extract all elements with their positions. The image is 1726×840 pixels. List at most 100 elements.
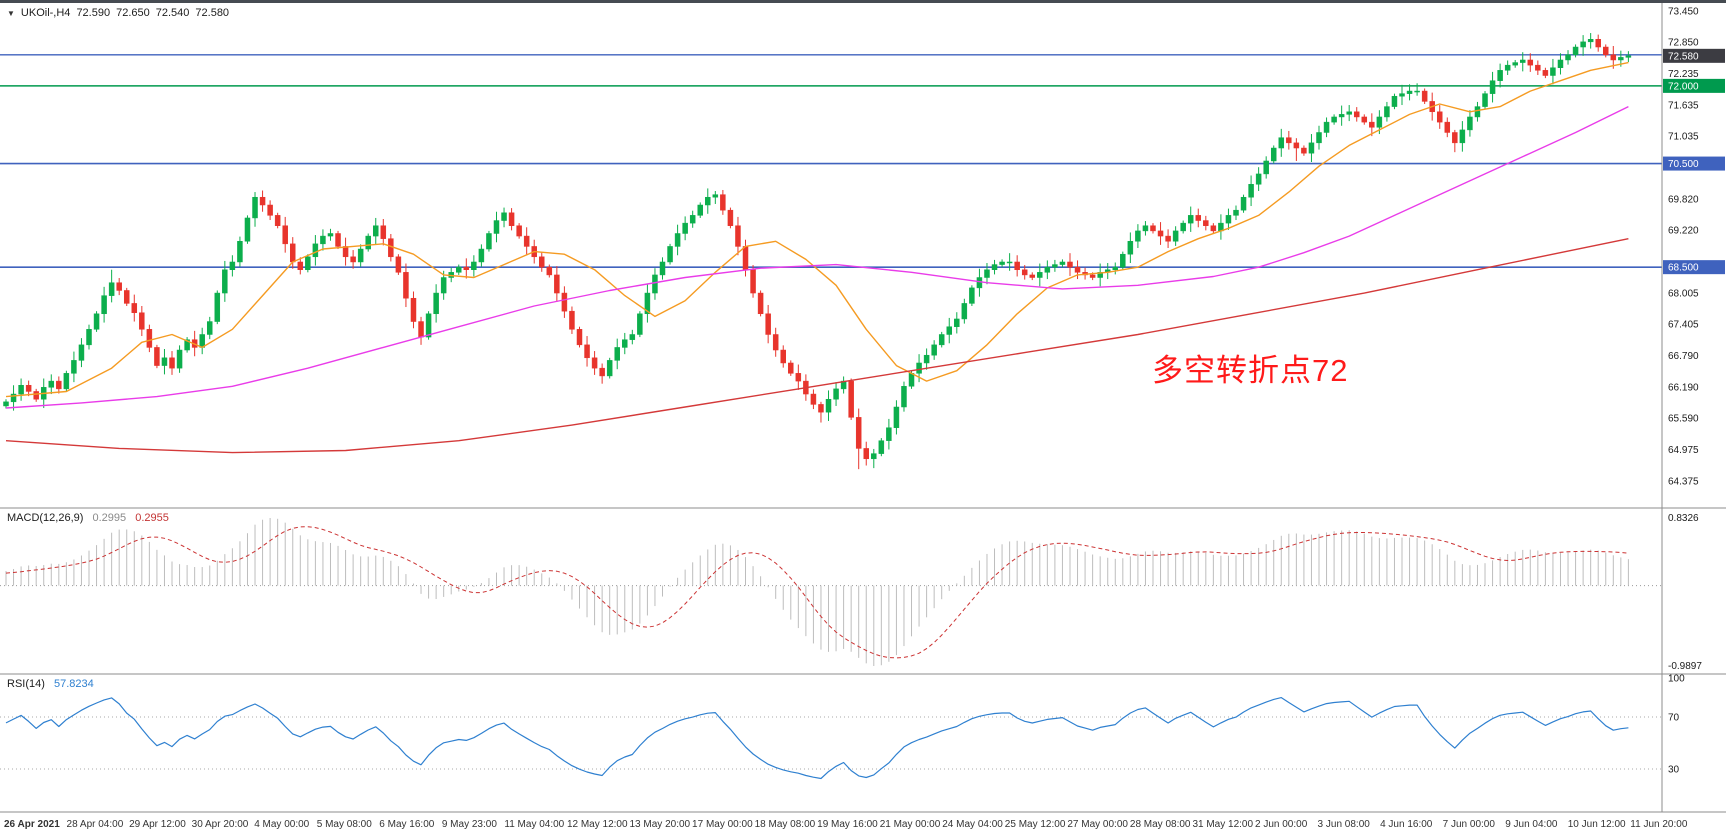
candle-body	[539, 256, 545, 268]
candle-body	[780, 349, 786, 364]
candle-body	[705, 196, 711, 206]
candle-body	[569, 310, 575, 330]
rsi-indicator-label: RSI(14) 57.8234	[7, 678, 94, 690]
macd-signal-line	[5, 526, 1629, 659]
candle-body	[297, 261, 304, 270]
price-badge-bg	[1663, 48, 1725, 63]
price-tick-label: 71.635	[1668, 100, 1699, 111]
candle-body	[463, 266, 470, 270]
candle-body	[146, 329, 153, 348]
candle-body	[357, 248, 364, 263]
candle-body	[1338, 114, 1345, 118]
candle-body	[1203, 220, 1209, 226]
candle-body	[667, 246, 673, 263]
macd-panel-area[interactable]	[0, 508, 1662, 674]
time-axis-label: 13 May 20:00	[630, 819, 691, 830]
candle-body	[599, 367, 605, 377]
candle-body	[1452, 132, 1458, 144]
candle-body	[1165, 235, 1171, 242]
candle-body	[1535, 64, 1541, 71]
price-badge-value: 72.000	[1668, 81, 1699, 92]
candle-body	[689, 215, 696, 224]
price-axis-area[interactable]	[1662, 3, 1726, 812]
time-axis-label: 11 May 04:00	[504, 819, 564, 830]
candle-body	[984, 269, 990, 278]
candle-body	[1150, 225, 1156, 232]
price-hlines	[0, 54, 1662, 268]
candle-body	[380, 225, 387, 239]
candle-body	[1459, 129, 1466, 144]
candle-body	[471, 261, 477, 270]
candle-body	[833, 388, 839, 400]
candle-body	[206, 321, 213, 335]
rsi-panel-area[interactable]	[0, 674, 1662, 812]
price-tick-label: 72.235	[1668, 69, 1699, 80]
candle-body	[237, 241, 243, 263]
candle-body	[508, 212, 515, 226]
candle-body	[116, 282, 122, 291]
candle-body	[1542, 70, 1549, 76]
price-badge-72.000: 72.000	[1663, 78, 1725, 93]
candle-body	[954, 318, 960, 327]
candle-body	[742, 246, 749, 270]
candle-body	[1135, 230, 1141, 242]
candle-body	[712, 194, 719, 198]
candle-body	[1414, 90, 1420, 93]
candle-body	[659, 261, 666, 276]
candle-body	[10, 393, 17, 403]
time-axis-label: 9 Jun 04:00	[1505, 819, 1558, 830]
candle-body	[1519, 59, 1526, 63]
candle-body	[418, 321, 424, 338]
candle-body	[403, 272, 409, 299]
candle-body	[652, 274, 658, 294]
candle-body	[25, 384, 32, 392]
time-axis-area[interactable]	[0, 812, 1726, 840]
candle-body	[1059, 261, 1066, 265]
candle-body	[305, 256, 311, 270]
price-badge-bg	[1663, 260, 1725, 275]
one-click-trading-arrow-icon[interactable]: ▼	[7, 8, 15, 18]
candle-body	[923, 354, 930, 364]
candle-body	[554, 274, 560, 294]
candle-body	[961, 303, 968, 320]
candle-body	[893, 406, 900, 428]
candle-body	[289, 243, 296, 263]
candle-body	[1497, 70, 1503, 81]
candle-body	[101, 295, 107, 315]
candle-body	[1308, 142, 1315, 154]
candle-body	[123, 290, 130, 304]
candle-body	[1270, 147, 1277, 162]
candle-body	[1029, 274, 1036, 278]
candle-body	[991, 264, 998, 270]
rsi-name: RSI(14)	[7, 678, 45, 690]
candle-body	[999, 261, 1005, 265]
candle-body	[1595, 39, 1601, 48]
candle-body	[71, 360, 77, 374]
candle-body	[1112, 266, 1119, 270]
price-tick-label: 66.790	[1668, 351, 1699, 362]
candle-body	[501, 212, 507, 221]
main-chart-area[interactable]	[0, 3, 1662, 508]
candle-body	[825, 398, 832, 413]
candle-body	[523, 235, 530, 247]
trend-annotation-text[interactable]: 多空转折点72	[1152, 353, 1349, 388]
time-axis-label: 4 Jun 16:00	[1380, 819, 1433, 830]
candle-body	[1474, 106, 1481, 118]
candle-body	[938, 334, 945, 346]
candle-body	[614, 347, 620, 361]
price-badges: 72.000 70.500 68.500 72.580	[1663, 48, 1725, 275]
candle-body	[1572, 46, 1579, 56]
candle-body	[1406, 90, 1413, 94]
candle-body	[863, 448, 869, 460]
candle-body	[433, 292, 439, 315]
candle-body	[697, 204, 703, 216]
time-axis-label: 21 May 00:00	[880, 819, 941, 830]
candle-body	[1444, 121, 1451, 133]
price-badge-68.500: 68.500	[1663, 260, 1725, 275]
candle-body	[139, 312, 145, 330]
candle-body	[1316, 132, 1322, 144]
candle-body	[373, 225, 379, 237]
time-axis-label: 10 Jun 12:00	[1568, 819, 1626, 830]
candle-body	[1293, 142, 1300, 149]
